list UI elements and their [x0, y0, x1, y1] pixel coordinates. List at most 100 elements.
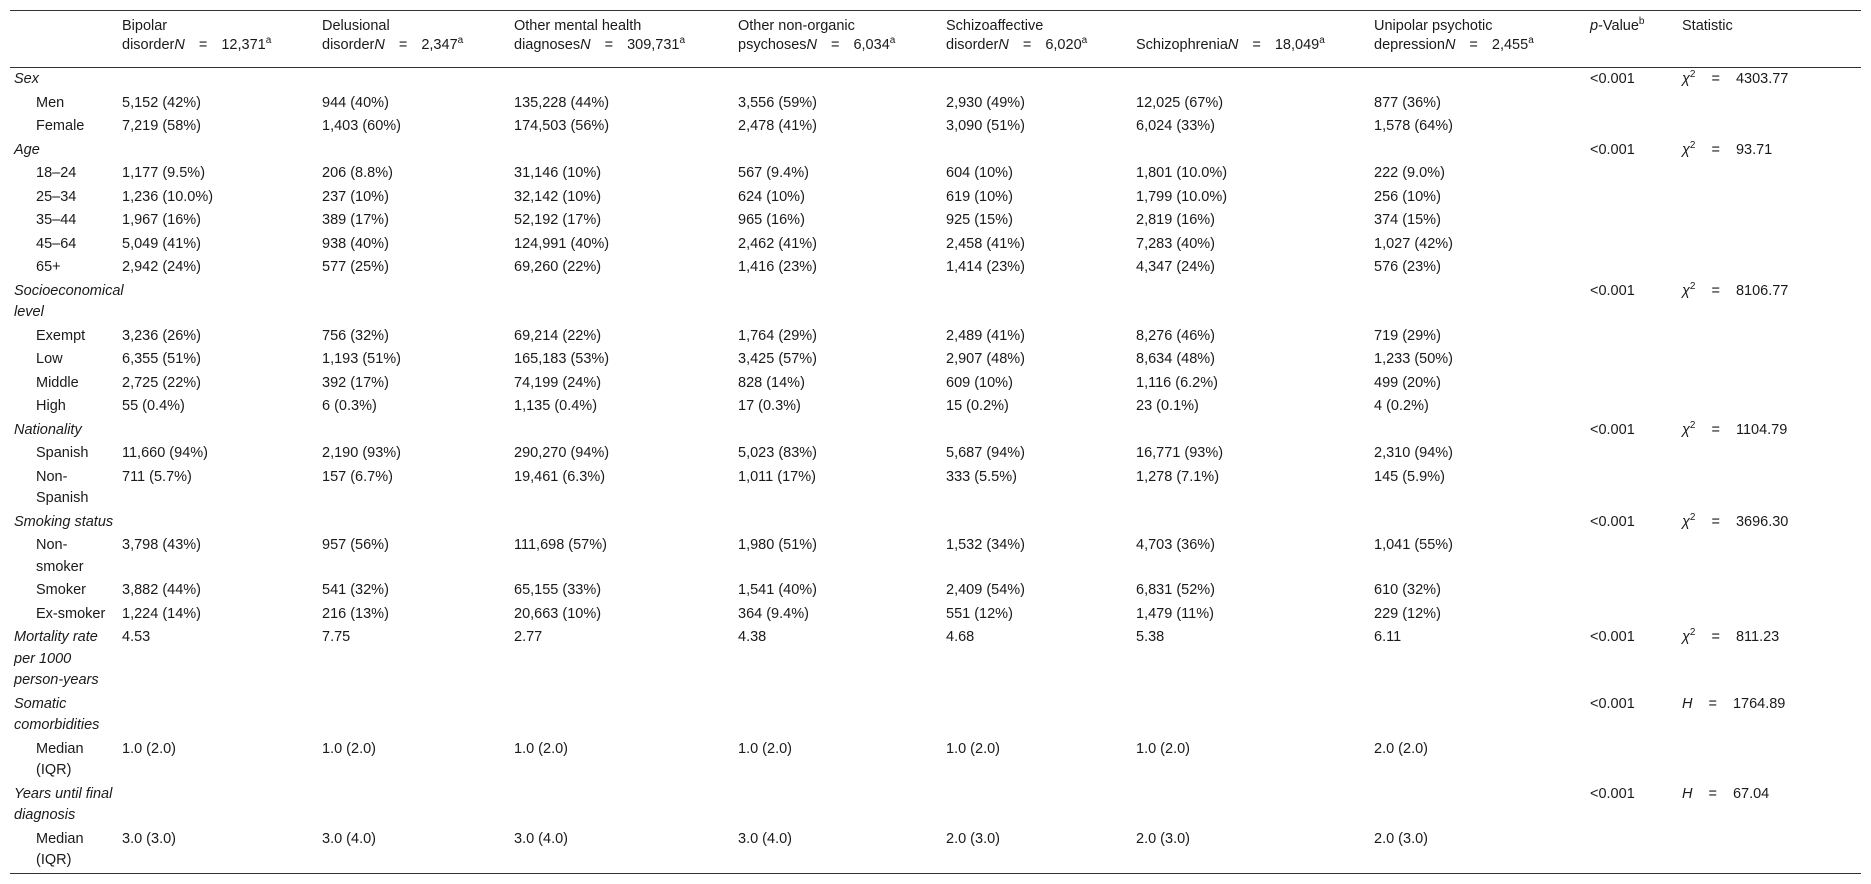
header-n-value: 6,034 [853, 37, 890, 53]
data-cell: 1,479 (11%) [1136, 605, 1214, 622]
empty-cell [942, 68, 1132, 92]
header-n-sup: a [679, 35, 686, 47]
empty-cell [1132, 68, 1370, 92]
data-cell: 4.53 [122, 629, 151, 645]
statistic-value: 4303.77 [1735, 71, 1789, 87]
header-line1: Schizoaffective [946, 18, 1044, 34]
empty-cell [734, 139, 942, 163]
data-cell: 222 (9.0%) [1374, 165, 1445, 181]
header-n-sup: a [1528, 35, 1534, 47]
data-cell: 719 (29%) [1374, 327, 1441, 344]
data-cell: 135,228 (44%) [514, 94, 610, 111]
table-row: 25–34 1,236 (10.0%) 237 (10%) 32,142 (10%) 6… [10, 186, 1861, 210]
empty-cell [1132, 419, 1370, 443]
data-cell: 1,236 (10.0%) [122, 188, 214, 205]
header-line1: Other non-organic [738, 18, 855, 34]
empty-cell [1678, 209, 1861, 233]
empty-cell [942, 139, 1132, 163]
empty-cell [1678, 325, 1861, 349]
data-cell: 3.0 (4.0) [738, 830, 792, 847]
data-cell: 4,347 (24%) [1136, 259, 1215, 275]
data-cell: 2,190 (93%) [322, 445, 401, 461]
data-cell: 124,991 (40%) [514, 235, 610, 252]
statistic-symbol: χ [1682, 421, 1690, 438]
table-row: Somatic comorbidities <0.001 H = 1764.89 [10, 693, 1861, 738]
header-group: Delusional disorderN = 2,347a [318, 11, 510, 68]
row-label: Age [14, 141, 40, 158]
data-cell: 3,236 (26%) [122, 327, 201, 344]
pvalue-cell: <0.001 [1590, 282, 1635, 299]
statistic-value: 67.04 [1732, 785, 1770, 802]
empty-cell [734, 693, 942, 738]
row-label: Low [36, 351, 63, 367]
empty-cell [1586, 256, 1678, 280]
data-cell: 17 (0.3%) [738, 398, 801, 414]
empty-cell [1586, 92, 1678, 116]
statistic-sup: 2 [1689, 627, 1696, 639]
header-line1: Bipolar [122, 18, 168, 34]
row-label: 18–24 [36, 165, 77, 181]
statistic-eq: = [1711, 71, 1720, 87]
empty-cell [1678, 738, 1861, 783]
data-cell: 1,403 (60%) [322, 118, 401, 134]
header-n-value: 309,731 [627, 37, 680, 53]
header-eq: = [398, 37, 408, 53]
data-cell: 2,462 (41%) [738, 235, 817, 252]
empty-cell [1586, 162, 1678, 186]
data-cell: 389 (17%) [322, 212, 389, 228]
empty-cell [1586, 395, 1678, 419]
header-line1: Unipolar psychotic [1374, 18, 1493, 34]
data-cell: 1,224 (14%) [122, 605, 201, 622]
statistic-sup: 2 [1689, 69, 1696, 81]
table-row: Years until final diagnosis <0.001 H = 67.04 [10, 783, 1861, 828]
data-cell: 23 (0.1%) [1136, 398, 1199, 414]
empty-cell [942, 783, 1132, 828]
empty-cell [734, 783, 942, 828]
empty-cell [1370, 511, 1586, 535]
header-eq: = [604, 37, 614, 53]
data-cell: 4.68 [946, 629, 975, 645]
data-cell: 69,214 (22%) [514, 327, 602, 344]
empty-cell [1586, 348, 1678, 372]
data-cell: 3,798 (43%) [122, 537, 201, 553]
data-cell: 7.75 [322, 629, 351, 645]
header-line2: Schizophrenia [1136, 37, 1228, 53]
data-cell: 364 (9.4%) [738, 605, 809, 622]
empty-cell [942, 693, 1132, 738]
data-cell: 541 (32%) [322, 582, 389, 598]
statistic-eq: = [1711, 282, 1720, 299]
empty-cell [1132, 139, 1370, 163]
data-cell: 157 (6.7%) [322, 468, 393, 485]
empty-cell [942, 280, 1132, 325]
data-cell: 3,425 (57%) [738, 351, 817, 367]
data-cell: 1.0 (2.0) [738, 740, 792, 757]
header-n-sup: a [457, 35, 464, 47]
data-cell: 1,233 (50%) [1374, 351, 1453, 367]
empty-cell [318, 783, 510, 828]
empty-cell [1370, 783, 1586, 828]
row-label: Median (IQR) [36, 740, 84, 779]
header-line2: depression [1374, 37, 1445, 53]
header-group: SchizophreniaN = 18,049a [1132, 11, 1370, 68]
data-cell: 1.0 (2.0) [946, 740, 1000, 757]
data-cell: 74,199 (24%) [514, 374, 602, 391]
data-cell: 2,310 (94%) [1374, 445, 1453, 461]
header-eq: = [831, 37, 840, 53]
data-cell: 392 (17%) [322, 374, 389, 391]
empty-cell [1678, 603, 1861, 627]
header-line1: Other mental health [514, 18, 642, 34]
empty-cell [1678, 534, 1861, 579]
data-cell: 174,503 (56%) [514, 118, 610, 134]
empty-cell [734, 511, 942, 535]
empty-cell [510, 68, 734, 92]
empty-cell [1678, 579, 1861, 603]
row-label: Spanish [36, 445, 89, 461]
pvalue-cell: <0.001 [1590, 785, 1635, 802]
data-cell: 1.0 (2.0) [1136, 740, 1190, 757]
header-n-label: N [1444, 37, 1456, 53]
empty-cell [1678, 466, 1861, 511]
empty-cell [510, 783, 734, 828]
data-cell: 3,556 (59%) [738, 94, 817, 111]
data-cell: 8,276 (46%) [1136, 327, 1215, 344]
statistic-symbol: H [1682, 695, 1693, 712]
